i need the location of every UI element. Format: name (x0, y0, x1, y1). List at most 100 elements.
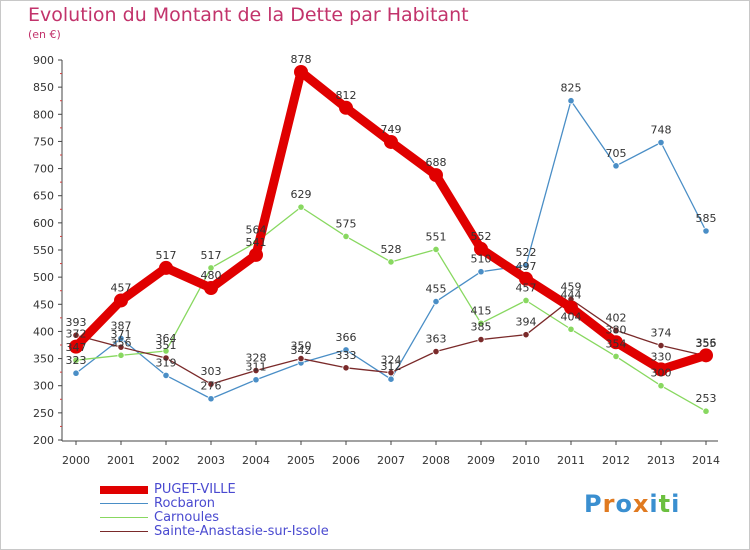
data-label: 364 (156, 332, 177, 345)
data-point (387, 375, 395, 383)
data-point (612, 352, 620, 360)
data-point (432, 245, 440, 254)
data-point (249, 247, 263, 262)
x-tick-label: 2005 (287, 454, 315, 467)
data-label: 363 (426, 333, 447, 346)
data-label: 459 (561, 280, 582, 293)
data-point (162, 354, 170, 362)
y-tick-label: 600 (33, 217, 54, 230)
data-point (294, 64, 308, 79)
chart-unit: (en €) (28, 28, 61, 41)
data-point (522, 261, 530, 269)
data-point (432, 297, 440, 306)
data-point (654, 362, 668, 377)
data-point (657, 341, 665, 350)
legend-swatch-rocbaron (100, 503, 148, 504)
data-point (342, 346, 350, 354)
x-tick-label: 2002 (152, 454, 180, 467)
x-tick-label: 2011 (557, 454, 585, 467)
data-point (477, 335, 485, 344)
logo-letter: x (632, 490, 650, 518)
logo-letter: t (658, 490, 672, 518)
data-point (117, 351, 125, 359)
x-tick-label: 2001 (107, 454, 135, 467)
data-point (429, 168, 443, 183)
data-label: 749 (381, 123, 402, 136)
data-label: 354 (606, 337, 627, 350)
legend-swatch-sainte-anastasie (100, 531, 148, 532)
y-tick-label: 750 (33, 135, 54, 148)
data-point (207, 264, 215, 272)
data-point (474, 241, 488, 256)
data-point (612, 162, 620, 170)
x-tick-label: 2012 (602, 454, 630, 467)
data-label: 328 (246, 352, 267, 365)
data-point (297, 203, 305, 211)
data-label: 253 (696, 392, 717, 405)
data-label: 575 (336, 217, 357, 230)
x-tick-label: 2014 (692, 454, 720, 467)
data-label: 522 (516, 246, 537, 259)
x-tick-label: 2006 (332, 454, 360, 467)
y-tick-label: 850 (33, 81, 54, 94)
data-label: 366 (336, 331, 357, 344)
data-point (699, 348, 713, 363)
data-label: 541 (246, 236, 267, 249)
data-label: 402 (606, 311, 627, 324)
data-point (609, 335, 623, 350)
legend-label: PUGET-VILLE (154, 482, 236, 497)
data-label: 323 (66, 354, 87, 367)
data-point (159, 260, 173, 275)
data-point (657, 138, 665, 147)
data-label: 404 (561, 310, 582, 323)
x-tick-label: 2010 (512, 454, 540, 467)
data-label: 688 (426, 156, 447, 169)
data-point (252, 366, 260, 375)
data-point (72, 331, 80, 339)
y-tick-label: 500 (33, 271, 54, 284)
x-tick-label: 2009 (467, 454, 495, 467)
legend-swatch-puget-ville (100, 486, 148, 494)
data-label: 374 (651, 327, 672, 340)
data-label: 517 (201, 249, 222, 262)
data-label: 528 (381, 243, 402, 256)
data-point (564, 300, 578, 315)
data-label: 385 (471, 321, 492, 334)
data-point (117, 343, 125, 351)
data-label: 311 (246, 361, 267, 374)
data-label: 342 (291, 344, 312, 357)
data-point (567, 97, 575, 105)
data-label: 480 (201, 269, 222, 282)
data-label: 312 (381, 360, 402, 373)
data-point (387, 369, 395, 377)
data-label: 387 (111, 319, 132, 332)
y-tick-label: 200 (33, 434, 54, 447)
data-label: 455 (426, 283, 447, 296)
x-tick-label: 2003 (197, 454, 225, 467)
y-tick-label: 550 (33, 244, 54, 257)
data-label: 355 (696, 337, 717, 350)
legend-label: Rocbaron (154, 496, 216, 511)
logo-letter: r (602, 490, 616, 518)
data-label: 415 (471, 304, 492, 317)
y-tick-label: 700 (33, 163, 54, 176)
data-label: 748 (651, 124, 672, 137)
series-sainte-anastasie-sur-issole (72, 295, 710, 388)
data-point (117, 334, 125, 343)
x-tick-label: 2013 (647, 454, 675, 467)
data-label: 380 (606, 323, 627, 336)
data-point (252, 376, 260, 384)
data-label: 324 (381, 354, 402, 367)
data-label: 551 (426, 230, 447, 243)
data-point (519, 271, 533, 286)
y-tick-label: 250 (33, 407, 54, 420)
data-label: 878 (291, 53, 312, 66)
data-point (522, 331, 530, 339)
legend-label: Sainte-Anastasie-sur-Issole (154, 524, 329, 539)
data-point (339, 100, 353, 115)
legend-label: Carnoules (154, 510, 219, 525)
y-tick-label: 350 (33, 353, 54, 366)
data-point (342, 364, 350, 372)
